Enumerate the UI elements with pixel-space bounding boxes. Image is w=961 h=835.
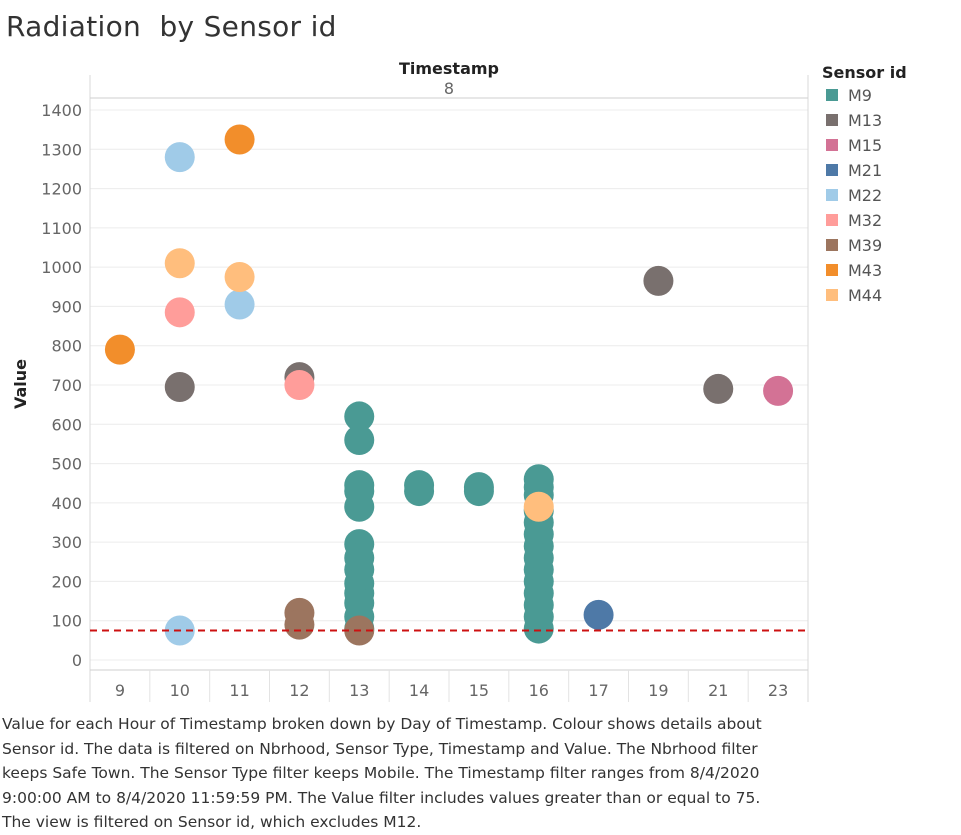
legend-swatch-m13	[826, 114, 838, 126]
legend: Sensor id M9 M13 M15 M21 M22 M32 M39 M43 M44	[822, 63, 907, 305]
data-point-m21	[583, 599, 614, 630]
x-tick-label: 9	[115, 681, 125, 700]
y-tick-label: 100	[51, 612, 82, 631]
data-point-m9	[404, 476, 435, 507]
legend-label-m15: M15	[848, 136, 882, 155]
y-tick-label: 1400	[41, 101, 82, 120]
legend-label-m44: M44	[848, 286, 882, 305]
data-point-m9	[344, 401, 375, 432]
legend-title: Sensor id	[822, 63, 907, 82]
x-tick-label: 13	[349, 681, 369, 700]
data-points	[104, 124, 794, 646]
legend-label-m13: M13	[848, 111, 882, 130]
data-point-m15	[763, 375, 794, 406]
y-tick-label: 1200	[41, 180, 82, 199]
legend-swatch-m15	[826, 139, 838, 151]
data-point-m13	[164, 371, 195, 402]
y-tick-label: 400	[51, 494, 82, 513]
data-point-m43	[104, 334, 135, 365]
data-point-m44	[523, 491, 554, 522]
data-point-m13	[703, 373, 734, 404]
legend-label-m32: M32	[848, 211, 882, 230]
legend-swatch-m21	[826, 164, 838, 176]
y-tick-label: 300	[51, 533, 82, 552]
legend-label-m22: M22	[848, 186, 882, 205]
y-tick-label: 1100	[41, 219, 82, 238]
x-tick-label: 23	[768, 681, 788, 700]
y-axis: 0 100 200 300 400 500 600 700 800 900 1000 1100 1200…	[11, 101, 82, 670]
x-tick-label: 10	[170, 681, 190, 700]
legend-swatch-m32	[826, 214, 838, 226]
data-point-m22	[164, 142, 195, 173]
legend-swatch-m43	[826, 264, 838, 276]
y-tick-label: 900	[51, 297, 82, 316]
grid-lines	[90, 109, 808, 661]
y-tick-label: 700	[51, 376, 82, 395]
data-point-m32	[284, 370, 315, 400]
x-tick-label: 16	[529, 681, 549, 700]
legend-label-m39: M39	[848, 236, 882, 255]
chart-title: Radiation by Sensor id	[6, 10, 337, 43]
plot-frame	[89, 75, 809, 702]
data-point-m13	[643, 265, 674, 296]
data-point-m39	[284, 609, 315, 640]
legend-label-m9: M9	[848, 86, 872, 105]
y-tick-label: 500	[51, 455, 82, 474]
legend-label-m21: M21	[848, 161, 882, 180]
legend-label-m43: M43	[848, 261, 882, 280]
y-tick-label: 200	[51, 572, 82, 591]
data-point-m9	[344, 425, 375, 455]
legend-swatch-m22	[826, 189, 838, 201]
y-tick-label: 600	[51, 415, 82, 434]
x-tick-label: 21	[708, 681, 728, 700]
legend-swatch-m39	[826, 239, 838, 251]
x-tick-label: 19	[648, 681, 668, 700]
x-tick-label: 12	[289, 681, 309, 700]
y-tick-label: 1300	[41, 140, 82, 159]
chart-caption: Value for each Hour of Timestamp broken …	[2, 715, 762, 831]
x-tick-label: 11	[229, 681, 249, 700]
y-tick-label: 800	[51, 337, 82, 356]
data-point-m43	[224, 124, 255, 155]
data-point-m9	[344, 491, 375, 522]
legend-swatch-m9	[826, 89, 838, 101]
data-point-m9	[523, 613, 554, 644]
data-point-m44	[224, 261, 255, 292]
data-point-m9	[463, 476, 494, 507]
data-point-m32	[164, 297, 195, 328]
x-tick-label: 15	[469, 681, 489, 700]
y-tick-label: 1000	[41, 258, 82, 277]
data-point-m22	[224, 289, 255, 320]
x-tick-label: 14	[409, 681, 429, 700]
column-header-value: 8	[444, 79, 454, 98]
data-point-m44	[164, 248, 195, 279]
y-tick-label: 0	[72, 651, 82, 670]
column-header-title: Timestamp	[399, 59, 499, 78]
y-axis-title: Value	[11, 359, 30, 409]
x-axis: 9 10 11 12 13 14 15 16 17 19 21 23	[115, 670, 788, 702]
x-tick-label: 17	[588, 681, 608, 700]
legend-swatch-m44	[826, 289, 838, 301]
